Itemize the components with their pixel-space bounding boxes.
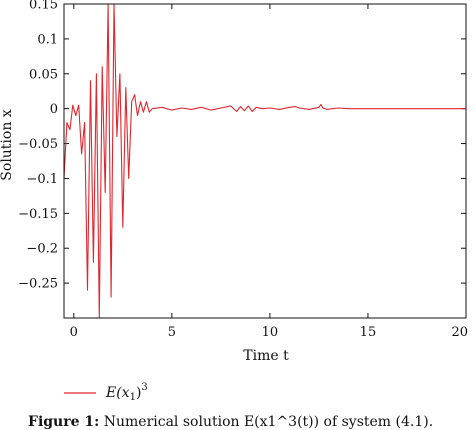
y-tick-label: −0.15 bbox=[18, 207, 58, 222]
y-tick-label: 0.05 bbox=[29, 67, 58, 82]
y-tick-label: 0.1 bbox=[37, 32, 58, 47]
y-tick-labels: 0.15 0.1 0.05 0 −0.05 −0.1 −0.15 −0.2 −0.25 bbox=[18, 0, 58, 292]
plot-frame bbox=[63, 3, 467, 319]
legend-main: E(x bbox=[105, 385, 130, 401]
x-tick-label: 15 bbox=[360, 325, 377, 340]
y-axis-label: Solution x bbox=[0, 109, 15, 181]
y-tick-label: 0 bbox=[50, 102, 58, 117]
caption-prefix: Figure 1: bbox=[28, 414, 100, 430]
legend-sup: 3 bbox=[141, 382, 147, 393]
x-tick-label: 10 bbox=[262, 325, 279, 340]
x-tick-label: 5 bbox=[168, 325, 176, 340]
y-tick-label: −0.2 bbox=[26, 242, 58, 257]
ticks bbox=[64, 3, 467, 318]
series-line-e-x1-cubed bbox=[64, 4, 466, 318]
caption-text: Numerical solution E(x1^3(t)) of system … bbox=[99, 414, 434, 430]
x-tick-labels: 0 5 10 15 20 bbox=[70, 325, 468, 340]
legend-sub: 1 bbox=[130, 392, 136, 403]
legend: E(x1)3 bbox=[64, 382, 148, 403]
x-tick-label: 20 bbox=[451, 325, 468, 340]
x-tick-label: 0 bbox=[70, 325, 78, 340]
y-tick-label: −0.1 bbox=[26, 172, 58, 187]
legend-entry: E(x1)3 bbox=[105, 382, 148, 403]
figure-caption: Figure 1: Numerical solution E(x1^3(t)) … bbox=[28, 414, 468, 430]
x-axis-label: Time t bbox=[243, 348, 289, 364]
y-tick-label: 0.15 bbox=[29, 0, 58, 13]
y-tick-label: −0.25 bbox=[18, 277, 58, 292]
y-tick-label: −0.05 bbox=[18, 137, 58, 152]
series-layer bbox=[64, 4, 466, 318]
legend-close: ) bbox=[136, 385, 141, 401]
